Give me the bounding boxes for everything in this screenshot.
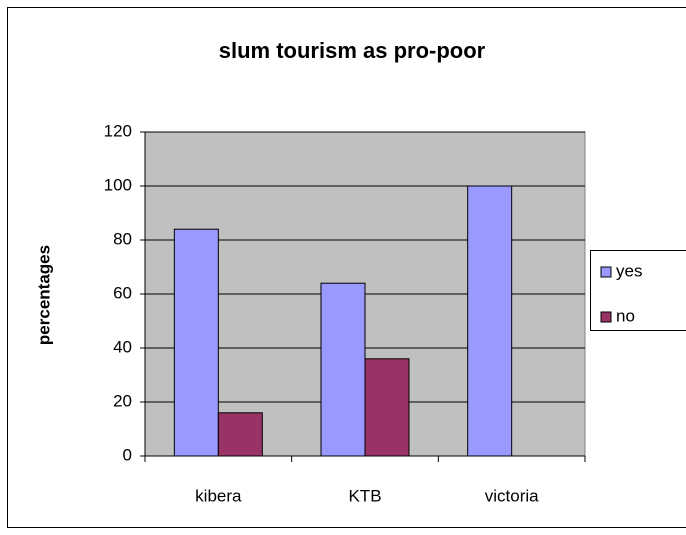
- bar: [364, 358, 410, 457]
- bar: [320, 282, 366, 457]
- legend-label: yes: [616, 261, 642, 280]
- x-tick-label: KTB: [348, 486, 381, 505]
- legend-swatch: [600, 266, 612, 278]
- x-tick-label: kibera: [195, 486, 242, 505]
- chart-title: slum tourism as pro-poor: [219, 38, 486, 63]
- x-tick-label: victoria: [485, 486, 539, 505]
- y-axis-label: percentages: [34, 245, 53, 345]
- y-tick-label: 80: [113, 229, 132, 248]
- bar: [217, 412, 263, 457]
- y-tick-label: 60: [113, 283, 132, 302]
- y-tick-label: 0: [123, 445, 132, 464]
- y-tick-label: 100: [104, 175, 132, 194]
- bar: [467, 185, 513, 457]
- legend-swatch: [600, 311, 612, 323]
- legend-label: no: [616, 306, 635, 325]
- y-tick-label: 120: [104, 121, 132, 140]
- y-tick-label: 20: [113, 391, 132, 410]
- bar: [173, 228, 219, 457]
- y-tick-label: 40: [113, 337, 132, 356]
